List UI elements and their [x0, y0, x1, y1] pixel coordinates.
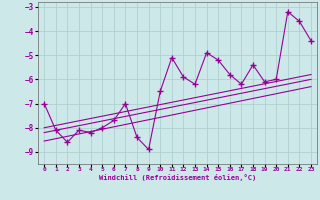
X-axis label: Windchill (Refroidissement éolien,°C): Windchill (Refroidissement éolien,°C): [99, 174, 256, 181]
